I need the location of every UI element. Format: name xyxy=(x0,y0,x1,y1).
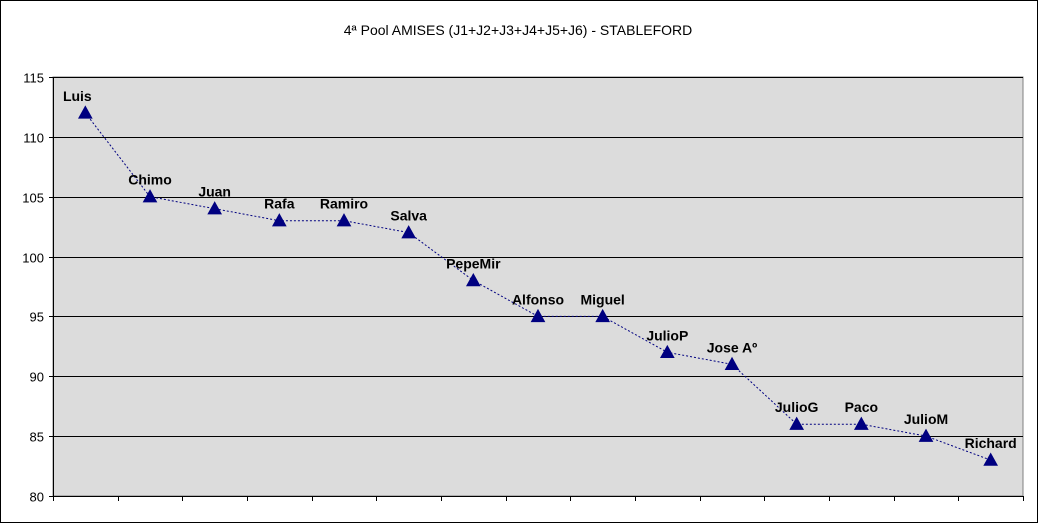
data-label: Miguel xyxy=(580,291,624,307)
data-label: Alfonso xyxy=(512,291,564,307)
gridlines xyxy=(53,77,1023,437)
data-label: JulioM xyxy=(904,411,948,427)
data-point-marker xyxy=(465,272,481,287)
plot-area xyxy=(52,76,1024,497)
y-tick-label: 90 xyxy=(30,370,44,385)
data-label: PepeMir xyxy=(446,256,501,272)
data-label: Juan xyxy=(198,184,231,200)
y-tick-label: 95 xyxy=(30,310,44,325)
data-point-marker xyxy=(983,452,999,466)
data-label: Richard xyxy=(965,435,1017,451)
y-tick-label: 115 xyxy=(23,71,44,86)
data-label: Chimo xyxy=(128,172,172,188)
data-point-marker xyxy=(530,308,546,323)
data-point-marker xyxy=(207,201,223,215)
data-point-marker xyxy=(336,213,352,227)
series-polyline xyxy=(84,112,991,461)
y-tick-label: 80 xyxy=(30,490,44,505)
data-label: Luis xyxy=(63,88,92,104)
data-point-marker xyxy=(724,356,740,371)
data-point-marker xyxy=(401,225,417,239)
data-label: JulioP xyxy=(646,327,688,343)
data-label: Ramiro xyxy=(320,196,368,212)
data-label: JulioG xyxy=(775,399,819,415)
data-labels: Luis Chimo Juan Rafa Ramiro Salva PepeMir Alfon… xyxy=(63,88,1017,451)
data-label: Paco xyxy=(845,399,878,415)
y-tick-label: 100 xyxy=(22,251,44,266)
chart-title: 4ª Pool AMISES (J1+J2+J3+J4+J5+J6) - STA… xyxy=(344,22,692,38)
data-point-marker xyxy=(142,189,158,203)
data-point-marker xyxy=(918,428,934,442)
y-tick-label: 105 xyxy=(22,191,44,206)
y-tick-label: 110 xyxy=(23,131,44,146)
axes xyxy=(49,77,1024,501)
data-point-marker xyxy=(853,416,869,430)
data-point-marker xyxy=(789,416,805,430)
series-line xyxy=(84,112,991,461)
y-tick-labels: 80 85 90 95 100 105 110 115 xyxy=(22,71,44,505)
y-tick-label: 85 xyxy=(30,430,44,445)
data-point-marker xyxy=(595,308,611,323)
series-markers xyxy=(77,105,999,466)
data-label: Jose Aº xyxy=(707,339,758,355)
data-label: Rafa xyxy=(264,196,295,212)
data-point-marker xyxy=(271,213,287,227)
data-point-marker xyxy=(77,105,93,119)
data-label: Salva xyxy=(390,208,427,224)
data-point-marker xyxy=(659,344,675,359)
